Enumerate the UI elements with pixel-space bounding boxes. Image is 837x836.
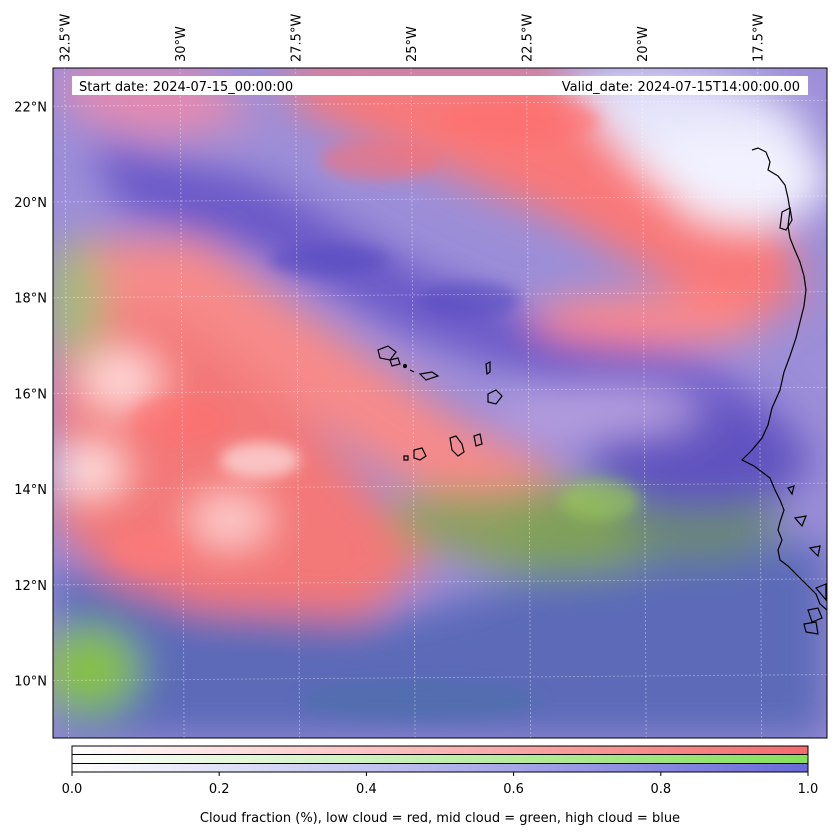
colorbar-mid-band — [72, 755, 808, 763]
gridline-lat — [53, 195, 827, 203]
start-date-label: Start date: 2024-07-15_00:00:00 — [79, 80, 293, 95]
latitude-tick-labels: 22°N 20°N 18°N 16°N 14°N 12°N 10°N — [14, 100, 47, 689]
colorbar-high-band — [72, 764, 808, 772]
colorbar-tick-label: 0.0 — [62, 782, 83, 797]
cloud-field — [53, 68, 827, 738]
lon-tick-label: 25°W — [405, 26, 420, 62]
longitude-tick-labels: 32.5°W 30°W 27.5°W 25°W 22.5°W 20°W 17.5°W — [59, 14, 767, 62]
map-frame — [52, 67, 828, 739]
gridlines — [53, 68, 827, 738]
lon-tick-label: 27.5°W — [290, 14, 305, 62]
colorbar-low-band — [72, 746, 808, 754]
lon-tick-label: 30°W — [174, 26, 189, 62]
lat-tick-label: 22°N — [14, 100, 47, 115]
lon-tick-label: 20°W — [636, 26, 651, 62]
header-box — [72, 76, 808, 95]
colorbar-tick-label: 0.4 — [356, 782, 377, 797]
gridline-lat — [53, 674, 827, 682]
valid-date-label: Valid_date: 2024-07-15T14:00:00.00 — [562, 80, 800, 95]
coastline — [740, 147, 827, 635]
lat-tick-label: 16°N — [14, 387, 47, 402]
lon-tick-label: 32.5°W — [59, 14, 74, 62]
gridline-lat — [53, 578, 827, 586]
lat-tick-label: 20°N — [14, 196, 47, 211]
lon-tick-label: 22.5°W — [521, 14, 536, 62]
colorbar-tick-label: 0.6 — [503, 782, 524, 797]
gridline-lat — [53, 482, 827, 490]
gridline-lat — [53, 291, 827, 299]
lat-tick-label: 18°N — [14, 292, 47, 307]
lat-tick-label: 12°N — [14, 579, 47, 594]
colorbar: 0.0 0.2 0.4 0.6 0.8 1.0 Cloud fraction (%), l… — [62, 745, 819, 826]
colorbar-tick-label: 1.0 — [798, 782, 819, 797]
lon-tick-label: 17.5°W — [752, 14, 767, 62]
colorbar-title: Cloud fraction (%), low cloud = red, mid… — [200, 811, 680, 826]
colorbar-tick-label: 0.2 — [209, 782, 230, 797]
gridline-lat — [53, 386, 827, 394]
colorbar-tick-label: 0.8 — [650, 782, 671, 797]
cape-verde-islands — [377, 345, 503, 461]
lat-tick-label: 10°N — [14, 675, 47, 690]
colorbar-frame — [71, 745, 809, 773]
gridline-lat — [53, 99, 827, 107]
lat-tick-label: 14°N — [14, 483, 47, 498]
